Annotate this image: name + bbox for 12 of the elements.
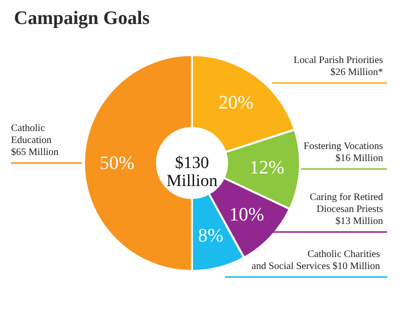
slice-label: Catholic Education $65 Million — [11, 123, 59, 158]
slice-label: Local Parish Priorities $26 Million* — [294, 55, 384, 78]
data-label: 50% — [100, 153, 135, 174]
chart-title: Campaign Goals — [14, 8, 150, 29]
data-label: 10% — [229, 204, 264, 226]
text: $130 Million — [166, 153, 218, 190]
data-label: 8% — [198, 226, 224, 247]
data-label: 12% — [249, 158, 284, 179]
data-label: 20% — [218, 92, 254, 114]
slice-label: Fostering Vocations $16 Million — [304, 141, 384, 164]
slice-label: Catholic Charities and Social Services $10 Million — [252, 249, 380, 272]
slice-label: Caring for Retired Diocesan Priests $13 Million — [310, 192, 384, 227]
